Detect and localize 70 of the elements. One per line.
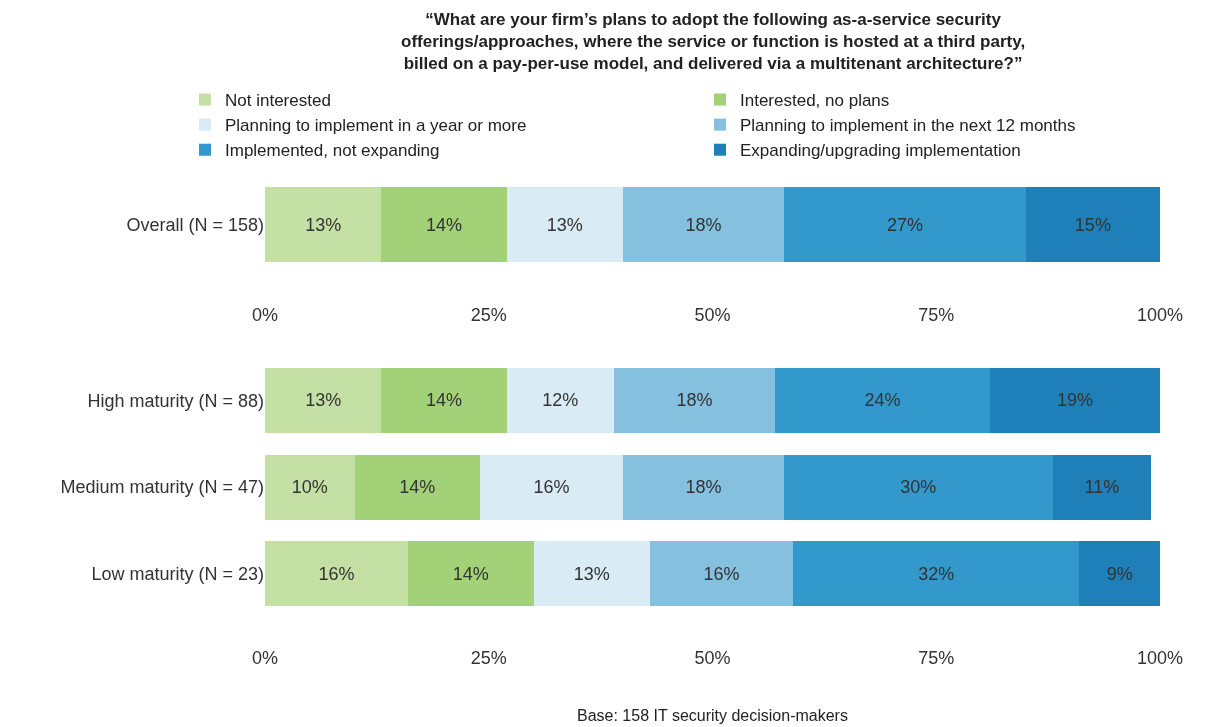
data-label: 16% [703,563,740,584]
data-label: 32% [918,563,955,584]
bar [381,187,507,262]
bar [354,454,480,520]
data-label: 16% [318,563,355,584]
data-label: 13% [305,214,342,235]
x-tick-label: 100% [1136,648,1184,669]
data-label: 12% [542,390,579,411]
text: Base: 158 IT security decision-makers [577,707,848,724]
legend-label: Planning to implement in a year or more [225,116,527,136]
data-label: 24% [864,390,901,411]
data-label: 18% [685,214,722,235]
y-tick-label: High maturity (N = 88) [87,390,264,411]
bar [775,367,990,433]
data-label: 18% [676,390,713,411]
data-label: 19% [1056,390,1093,411]
bar [265,541,409,607]
chart-title: “What are your firm’s plans to adopt the following as-a-service security offerings/approaches, where the service or function is hosted at a third party, billed on a pay-per-use model, and delivered via a multitenant architecture?” [401,10,1026,74]
x-tick-label: 0% [251,305,279,326]
data-label: 15% [1074,214,1111,235]
x-tick-label: 25% [470,305,507,326]
data-label: 13% [305,390,342,411]
data-label: 14% [425,214,463,235]
data-label: 16% [533,477,570,498]
x-tick-label: 50% [694,648,731,669]
bar [1025,187,1160,262]
legend-label: Implemented, not expanding [225,141,440,161]
y-tick-label: Medium maturity (N = 47) [60,477,264,498]
data-label: 10% [291,477,328,498]
bar [479,454,623,520]
bar [649,541,794,607]
data-label: 11% [1084,477,1120,498]
data-label: 13% [573,563,610,584]
bar [1052,454,1152,520]
x-tick-label: 100% [1136,305,1184,326]
x-tick-label: 75% [918,648,955,669]
bar [533,541,650,607]
legend-label: Not interested [225,91,331,111]
data-label: 9% [1106,563,1133,584]
bar [989,367,1160,433]
x-tick-label: 50% [694,305,731,326]
x-tick-label: 75% [918,305,955,326]
y-tick-label: Low maturity (N = 23) [91,564,264,585]
legend-label: Planning to implement in the next 12 months [740,116,1076,136]
data-label: 13% [546,214,583,235]
bar [623,454,785,520]
bar [265,367,382,433]
data-label: 14% [452,563,489,584]
x-tick-label: 25% [470,648,507,669]
data-label: 27% [886,214,923,235]
bar [614,367,776,433]
bar [408,541,534,607]
data-label: 14% [399,477,436,498]
bar [506,187,623,262]
data-label: 14% [425,390,463,411]
legend-label: Interested, no plans [740,91,890,111]
x-tick-label: 0% [251,648,279,669]
data-label: 30% [900,477,937,498]
bar [1079,541,1160,607]
y-tick-label: Overall (N = 158) [126,214,264,235]
bar [265,187,382,262]
bar [506,367,615,433]
bar [784,454,1053,520]
bar [793,541,1080,607]
legend-label: Expanding/upgrading implementation [740,141,1021,161]
data-label: 18% [685,477,722,498]
bar [265,454,355,520]
bar [381,367,507,433]
bar [784,187,1026,262]
bar [623,187,785,262]
